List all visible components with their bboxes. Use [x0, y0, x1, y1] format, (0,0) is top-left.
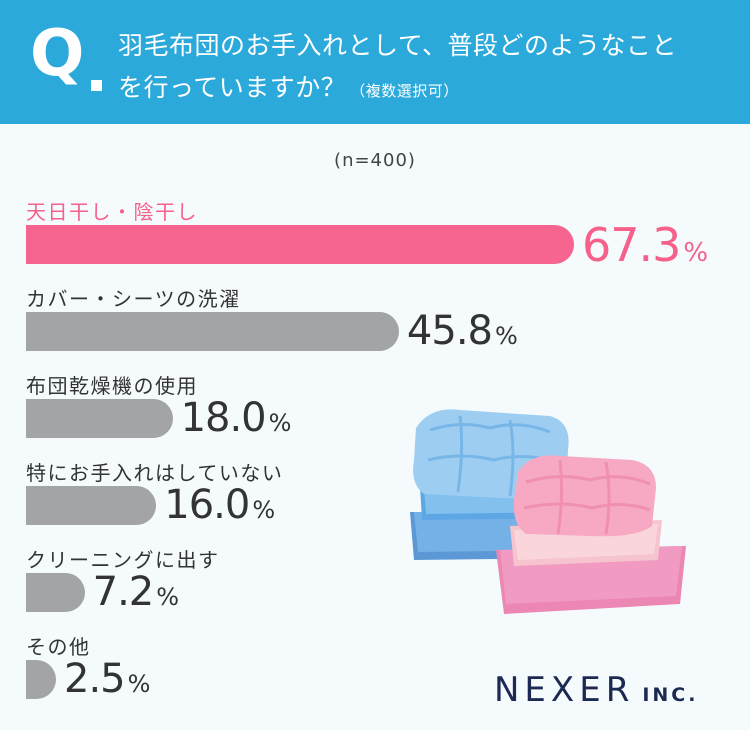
category-label: その他	[26, 635, 91, 659]
category-label: 天日干し・陰干し	[26, 200, 198, 224]
value-label: 18.0%	[181, 398, 292, 438]
percent-sign: %	[156, 583, 180, 611]
category-label: クリーニングに出す	[26, 548, 220, 572]
nexer-logo: NEXER INC.	[494, 670, 698, 710]
value-label: 67.3%	[582, 222, 708, 268]
bar	[26, 486, 157, 525]
logo-name: NEXER	[494, 670, 635, 710]
percent-sign: %	[127, 670, 151, 698]
percent-sign: %	[683, 238, 709, 268]
q-dot	[91, 80, 102, 91]
value-label: 2.5%	[64, 659, 150, 699]
pink-futon-icon	[496, 455, 686, 614]
value-number: 2.5	[64, 656, 126, 702]
category-label: 布団乾燥機の使用	[26, 374, 198, 398]
value-number: 16.0	[164, 482, 250, 528]
bar	[26, 312, 399, 351]
bar	[26, 573, 85, 612]
question-line-2: を行っていますか？ （複数選択可）	[118, 68, 459, 104]
question-text: を行っていますか？	[118, 73, 347, 102]
value-label: 7.2%	[93, 572, 179, 612]
percent-sign: %	[268, 409, 292, 437]
question-header: Q 羽毛布団のお手入れとして、普段どのようなこと を行っていますか？ （複数選択可…	[0, 0, 750, 124]
value-number: 67.3	[582, 218, 681, 272]
bar	[26, 660, 56, 699]
value-label: 45.8%	[407, 311, 518, 351]
percent-sign: %	[494, 322, 518, 350]
bar	[26, 225, 574, 264]
value-label: 16.0%	[164, 485, 275, 525]
value-number: 7.2	[92, 569, 155, 615]
question-note: （複数選択可）	[350, 82, 459, 100]
question-line-1: 羽毛布団のお手入れとして、普段どのようなこと	[118, 31, 678, 60]
percent-sign: %	[252, 496, 276, 524]
category-label: 特にお手入れはしていない	[26, 461, 284, 485]
category-label: カバー・シーツの洗濯	[26, 287, 241, 311]
q-mark: Q	[30, 17, 85, 91]
bar	[26, 399, 173, 438]
value-number: 18.0	[180, 395, 267, 441]
futon-illustration	[410, 409, 686, 614]
sample-size: (n=400)	[334, 150, 416, 171]
value-number: 45.8	[406, 308, 493, 354]
logo-suffix: INC.	[642, 684, 699, 706]
